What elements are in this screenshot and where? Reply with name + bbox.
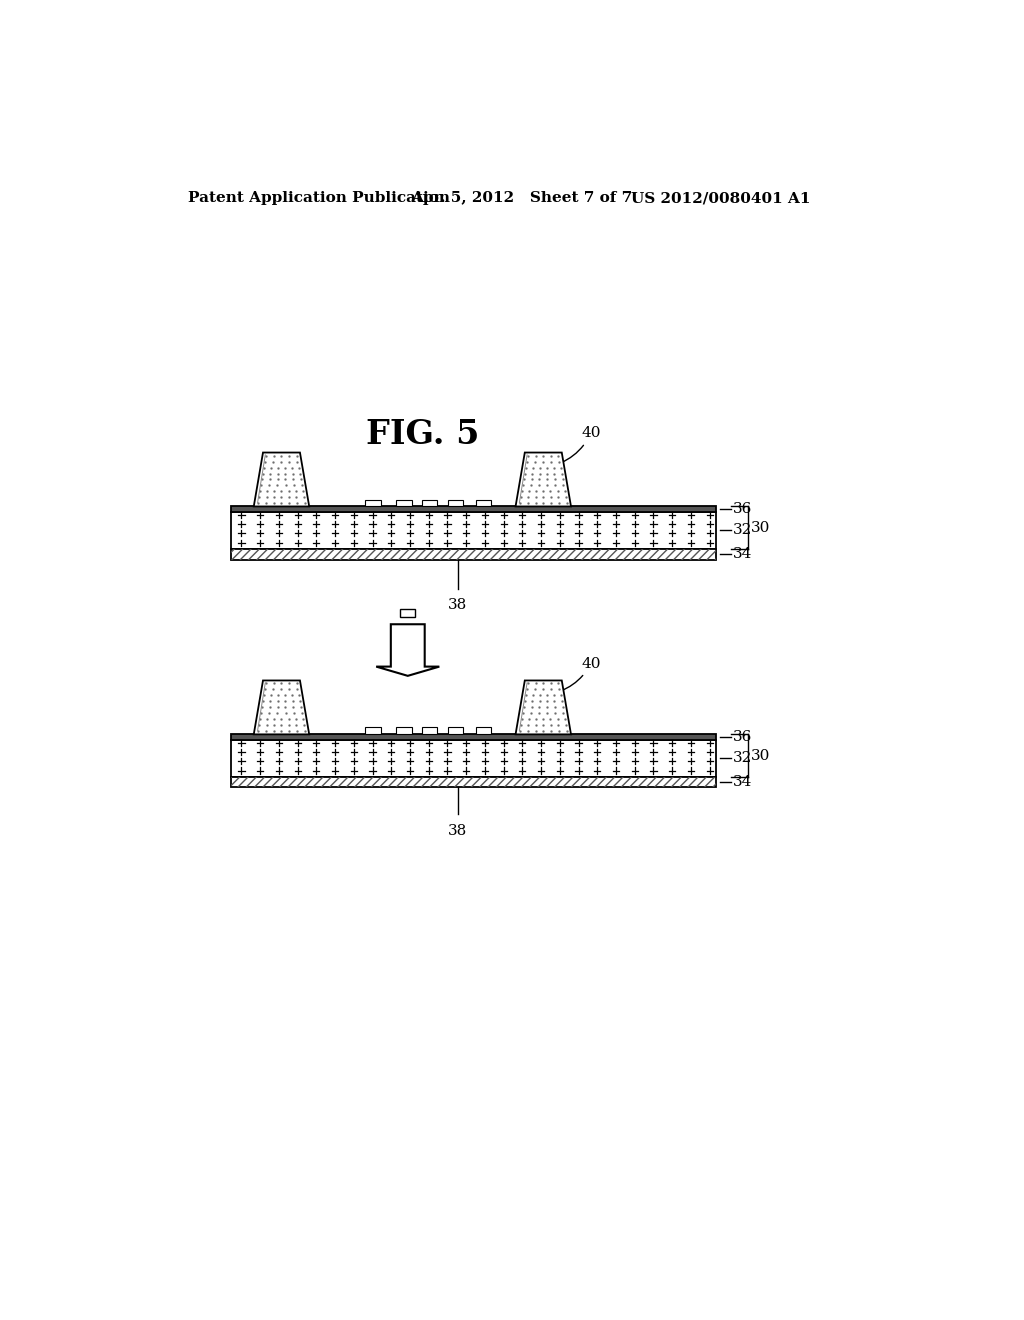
Bar [230, 739, 716, 776]
Text: 32: 32 [733, 523, 752, 537]
Text: 38: 38 [449, 824, 467, 838]
Bar [230, 507, 716, 512]
Polygon shape [515, 681, 571, 734]
Text: 38: 38 [449, 598, 467, 612]
Bar [475, 499, 490, 507]
Bar [396, 727, 412, 734]
Bar [230, 512, 716, 549]
Text: Patent Application Publication: Patent Application Publication [188, 191, 451, 206]
Bar [230, 549, 716, 560]
Polygon shape [254, 681, 309, 734]
Text: US 2012/0080401 A1: US 2012/0080401 A1 [631, 191, 811, 206]
Text: 32: 32 [733, 751, 752, 766]
Text: 34: 34 [733, 548, 752, 561]
Bar [422, 499, 437, 507]
Bar [447, 727, 463, 734]
Text: FIG. 5: FIG. 5 [367, 417, 480, 450]
Text: 30: 30 [751, 748, 770, 763]
Text: Apr. 5, 2012   Sheet 7 of 7: Apr. 5, 2012 Sheet 7 of 7 [412, 191, 633, 206]
Text: 30: 30 [751, 520, 770, 535]
Text: 40: 40 [560, 656, 600, 692]
Polygon shape [254, 453, 309, 507]
Text: 34: 34 [733, 775, 752, 789]
Polygon shape [515, 453, 571, 507]
Bar [230, 734, 716, 739]
Bar [366, 499, 381, 507]
Text: 36: 36 [733, 730, 752, 744]
Bar [230, 776, 716, 788]
Polygon shape [376, 624, 439, 676]
Bar [422, 727, 437, 734]
Bar [400, 609, 416, 616]
Bar [475, 727, 490, 734]
Bar [230, 549, 716, 560]
Bar [366, 727, 381, 734]
Text: 36: 36 [733, 502, 752, 516]
Bar [447, 499, 463, 507]
Bar [396, 499, 412, 507]
Text: 40: 40 [560, 426, 600, 463]
Bar [230, 776, 716, 788]
